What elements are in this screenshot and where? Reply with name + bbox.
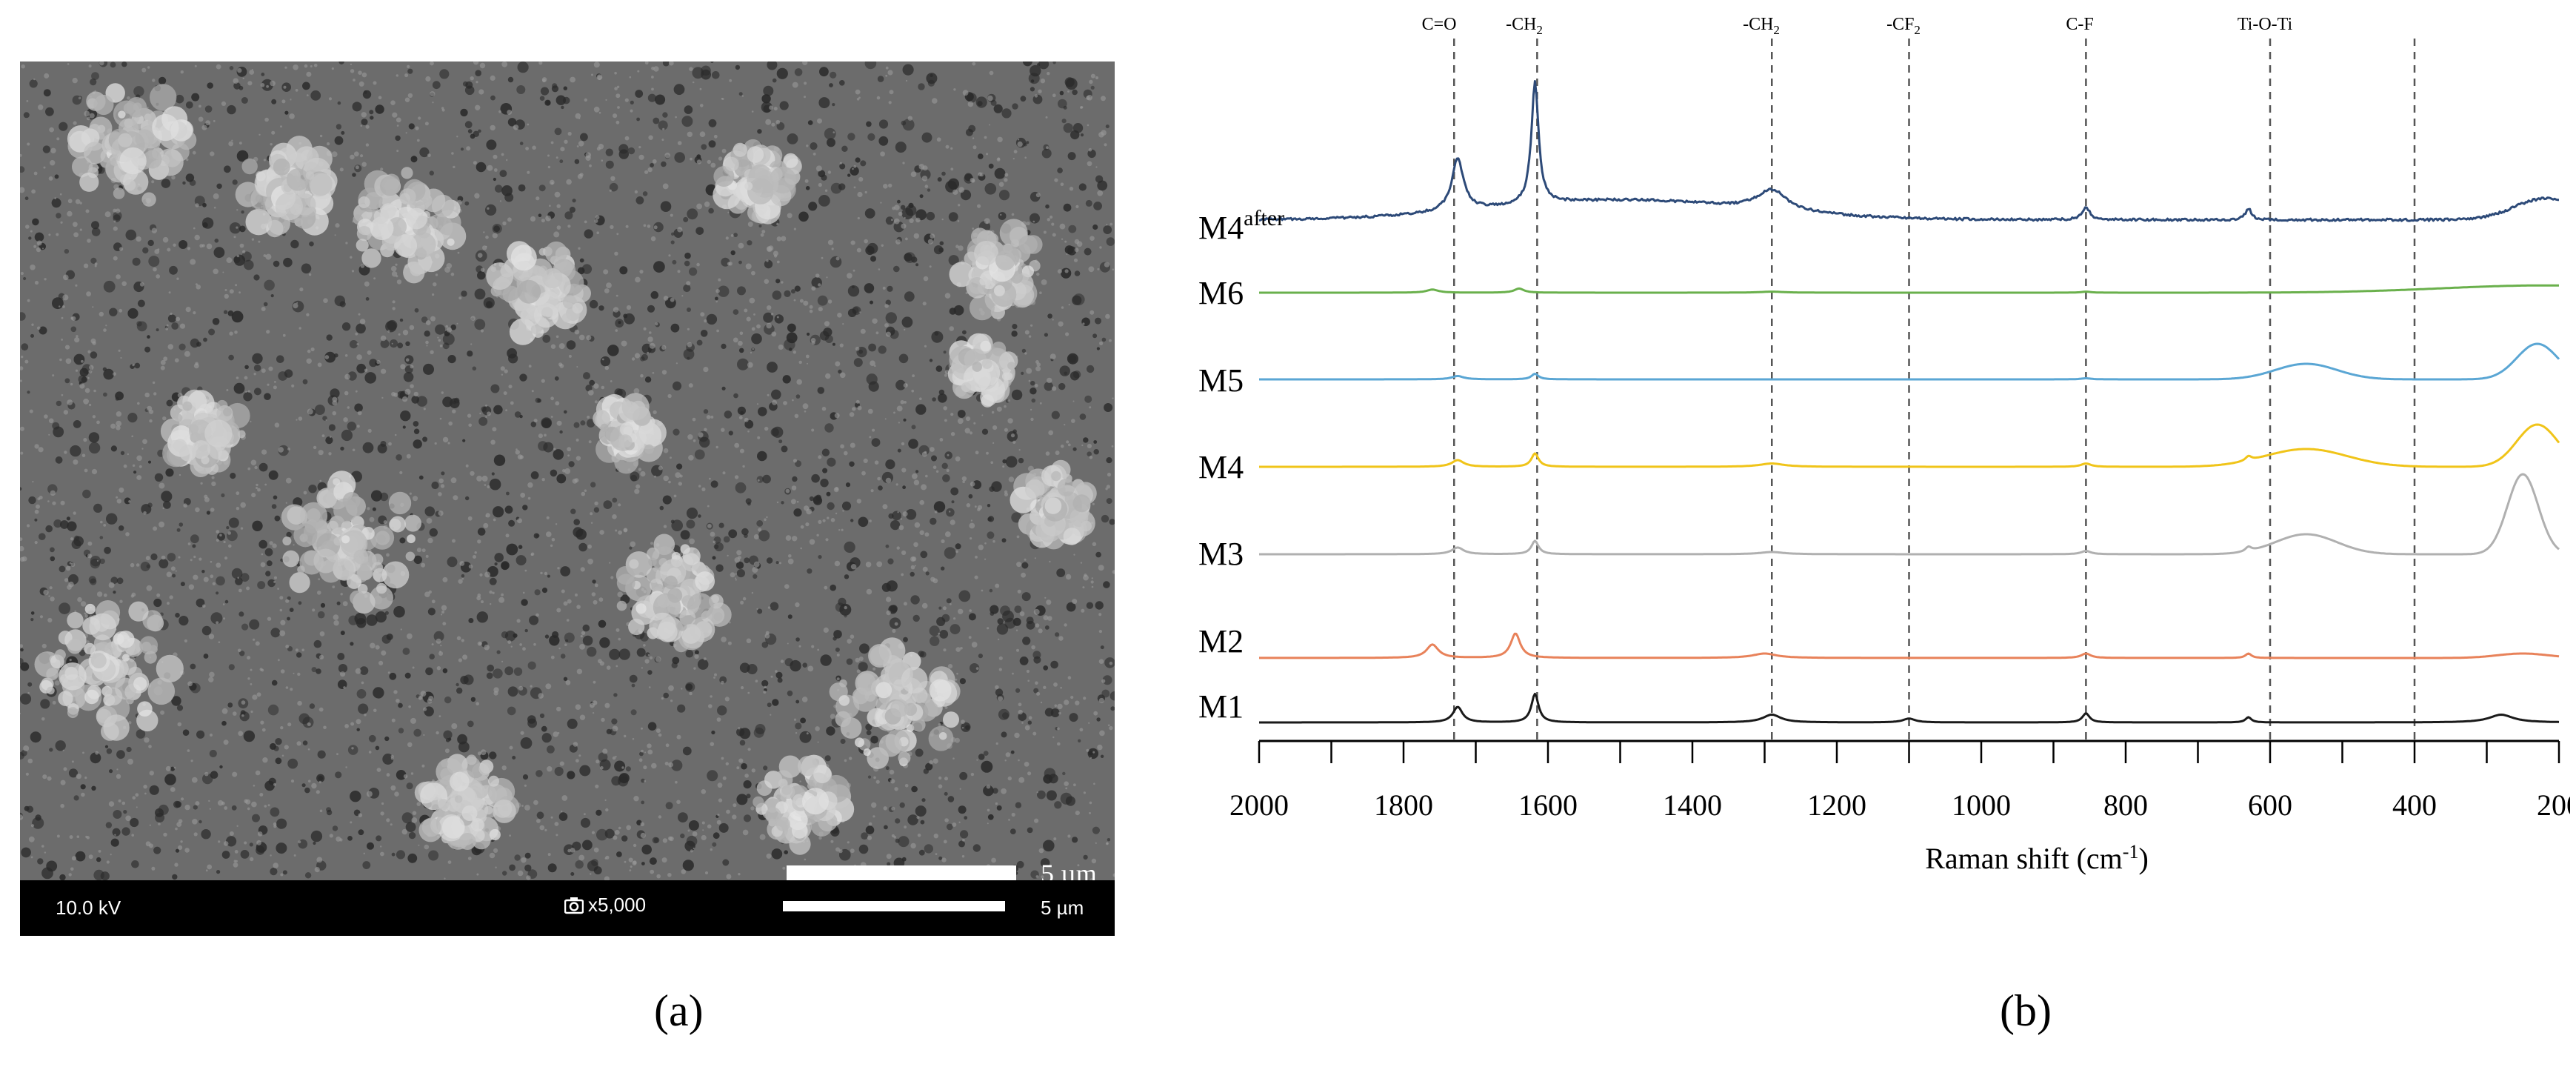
sem-info-scale-bar bbox=[783, 901, 1005, 911]
series-label-m4after: M4after bbox=[1198, 206, 1284, 246]
annotation-ch2-a: -CH2 bbox=[1506, 15, 1543, 37]
x-tick-label: 2000 bbox=[1229, 788, 1289, 822]
sem-micrograph: 5 µm 10.0 kV x5,000 5 µm bbox=[20, 62, 1115, 936]
series-label-m1: M1 bbox=[1198, 688, 1244, 725]
trace-m4after bbox=[1258, 80, 2559, 222]
annotation-ch2-b: -CH2 bbox=[1743, 15, 1780, 37]
x-tick-label: 1400 bbox=[1663, 788, 1722, 822]
annotation-tioti: Ti-O-Ti bbox=[2238, 15, 2293, 34]
sem-texture bbox=[20, 62, 1115, 882]
sem-voltage: 10.0 kV bbox=[56, 897, 121, 919]
raman-traces bbox=[1258, 80, 2560, 724]
annotation-co: C=O bbox=[1422, 15, 1457, 34]
series-label-m4: M4 bbox=[1198, 449, 1244, 485]
trace-m5 bbox=[1259, 342, 2560, 381]
raman-chart: 2000 1800 1600 1400 1200 1000 800 600 400 200 C=O… bbox=[1198, 15, 2570, 875]
x-tick-label: 1000 bbox=[1952, 788, 2011, 822]
x-tick-label: 200 bbox=[2537, 788, 2570, 822]
trace-m2 bbox=[1259, 632, 2560, 659]
trace-m4 bbox=[1259, 423, 2560, 468]
series-label-m6: M6 bbox=[1198, 275, 1244, 311]
x-axis-title: Raman shift (cm-1) bbox=[1925, 841, 2149, 875]
sem-info-bar: 10.0 kV x5,000 5 µm bbox=[20, 880, 1115, 936]
camera-icon bbox=[564, 897, 584, 914]
x-tick-label: 800 bbox=[2103, 788, 2148, 822]
panel-label-b: (b) bbox=[2000, 986, 2052, 1035]
x-tick-label: 1600 bbox=[1518, 788, 1578, 822]
panel-label-a: (a) bbox=[654, 986, 704, 1035]
x-tick-label: 1200 bbox=[1807, 788, 1866, 822]
trace-m3 bbox=[1259, 473, 2560, 556]
series-label-m3: M3 bbox=[1198, 536, 1244, 572]
sem-magnification: x5,000 bbox=[588, 894, 647, 916]
series-label-m2: M2 bbox=[1198, 623, 1244, 659]
peak-guide-lines bbox=[1453, 39, 2416, 741]
trace-m1 bbox=[1259, 692, 2560, 724]
x-tick-label: 1800 bbox=[1374, 788, 1433, 822]
series-label-m5: M5 bbox=[1198, 362, 1244, 399]
sem-info-scale-label: 5 µm bbox=[1041, 897, 1084, 919]
trace-m6 bbox=[1259, 284, 2559, 294]
sem-magnification-wrap: x5,000 bbox=[564, 894, 646, 917]
x-axis: 2000 1800 1600 1400 1200 1000 800 600 400 200 bbox=[1229, 739, 2570, 822]
x-tick-label: 400 bbox=[2392, 788, 2437, 822]
series-labels: M4after M6 M5 M4 M3 M2 M1 bbox=[1198, 206, 1284, 725]
annotation-cf: C-F bbox=[2066, 15, 2093, 34]
annotation-cf2: -CF2 bbox=[1886, 15, 1921, 37]
sem-scale-bar bbox=[787, 865, 1016, 882]
x-tick-label: 600 bbox=[2248, 788, 2292, 822]
